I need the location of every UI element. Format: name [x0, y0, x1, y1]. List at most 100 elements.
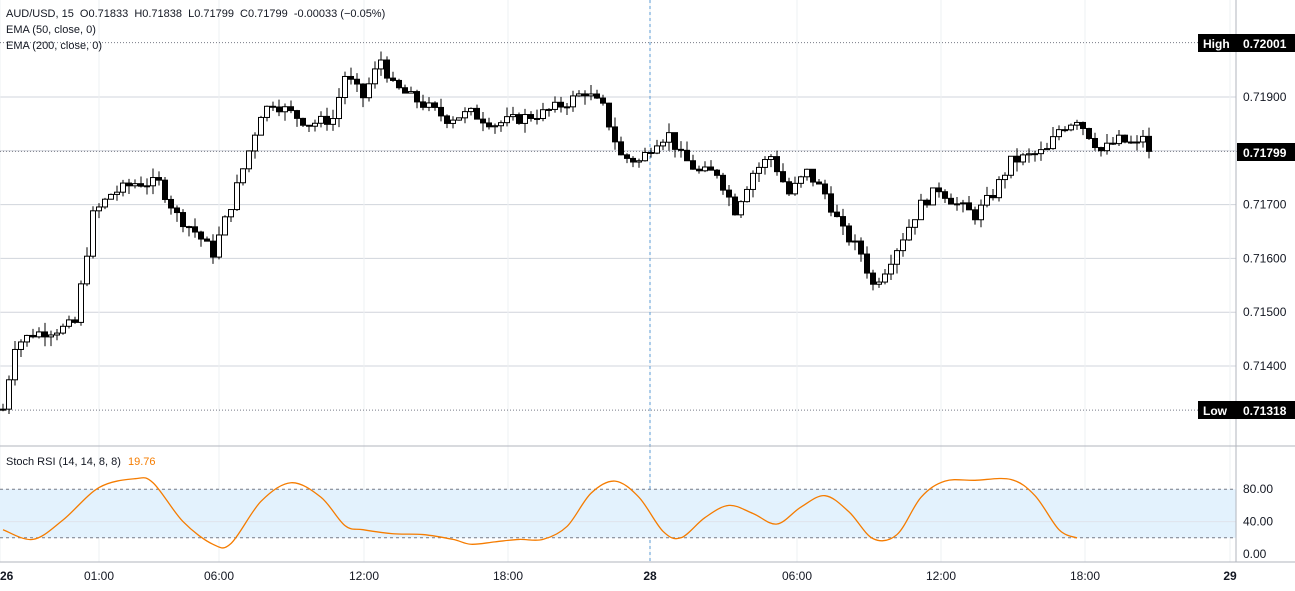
candle-down	[840, 216, 846, 227]
candle-down	[600, 97, 606, 104]
time-tick-label: 12:00	[349, 569, 379, 583]
candle-up	[492, 125, 498, 128]
candle-up	[132, 183, 138, 187]
candle-down	[324, 115, 330, 125]
candle-up	[378, 59, 384, 70]
change-value: -0.00033 (−0.05%)	[293, 8, 386, 20]
candle-up	[48, 334, 54, 338]
candle-up	[900, 239, 906, 252]
candle-down	[726, 189, 732, 198]
osc-tick-label: 40.00	[1243, 515, 1273, 529]
candle-down	[708, 166, 714, 171]
stoch-rsi-title: Stoch RSI (14, 14, 8, 8)	[6, 456, 121, 468]
candle-down	[138, 183, 144, 187]
candle-down	[618, 141, 624, 156]
candle-up	[84, 255, 90, 285]
price-tick-label: 0.71900	[1243, 90, 1287, 104]
candle-up	[234, 182, 240, 211]
candle-down	[990, 194, 996, 199]
candle-up	[330, 118, 336, 125]
candle-up	[792, 182, 798, 195]
candle-up	[120, 182, 126, 193]
candle-down	[870, 272, 876, 285]
candle-up	[102, 198, 108, 208]
candle-down	[414, 91, 420, 103]
candle-down	[834, 211, 840, 218]
candle-up	[240, 168, 246, 184]
candle-up	[258, 116, 264, 136]
ohlc-legend: AUD/USD, 15 O0.71833 H0.71838 L0.71799 C…	[6, 8, 385, 21]
candle-up	[654, 145, 660, 154]
stoch-rsi-line	[2, 477, 1078, 549]
candle-up	[756, 166, 762, 174]
candle-up	[1068, 124, 1074, 131]
candle-up	[1038, 149, 1044, 155]
candle-down	[630, 157, 636, 163]
candle-up	[18, 341, 24, 350]
candle-up	[1116, 134, 1122, 145]
candle-up	[408, 91, 414, 94]
candle-up	[366, 83, 372, 99]
time-tick-label: 12:00	[926, 569, 956, 583]
overbought-oversold-band	[0, 489, 1236, 538]
candle-down	[816, 181, 822, 185]
candle-up	[546, 108, 552, 111]
candle-up	[1020, 154, 1026, 163]
candle-down	[1146, 135, 1152, 152]
high-tag-value: 0.72001	[1243, 37, 1287, 51]
candle-up	[522, 114, 528, 124]
candle-up	[738, 201, 744, 216]
candle-down	[474, 107, 480, 120]
candle-up	[882, 273, 888, 283]
candle-down	[606, 102, 612, 128]
candle-down	[396, 79, 402, 89]
candle-down	[192, 226, 198, 233]
candle-up	[450, 119, 456, 124]
candle-up	[1044, 148, 1050, 151]
candle-up	[108, 193, 114, 200]
candle-down	[420, 101, 426, 108]
candle-down	[822, 183, 828, 195]
candle-down	[126, 182, 132, 187]
candle-up	[24, 334, 30, 343]
candle-up	[90, 210, 96, 257]
stoch-rsi-series	[2, 477, 1078, 549]
candle-up	[642, 151, 648, 162]
stoch-rsi-legend[interactable]: Stoch RSI (14, 14, 8, 8) 19.76	[6, 456, 156, 468]
candle-up	[246, 150, 252, 170]
candle-down	[1098, 147, 1104, 152]
candle-up	[78, 283, 84, 323]
candle-up	[498, 122, 504, 127]
candle-down	[774, 156, 780, 173]
price-tick-label: 0.71700	[1243, 198, 1287, 212]
stoch-rsi-value: 19.76	[128, 456, 156, 468]
candle-up	[12, 348, 18, 381]
candle-up	[960, 202, 966, 205]
candle-down	[156, 177, 162, 181]
candle-up	[1008, 155, 1014, 176]
high-value: H0.71838	[134, 8, 183, 20]
ema-50-legend[interactable]: EMA (50, close, 0)	[6, 24, 96, 37]
ema-200-legend[interactable]: EMA (200, close, 0)	[6, 40, 102, 53]
candle-down	[714, 169, 720, 176]
candle-up	[768, 156, 774, 161]
candle-up	[984, 194, 990, 206]
candle-down	[678, 148, 684, 151]
candle-down	[810, 168, 816, 183]
low-tag-label: Low	[1203, 404, 1228, 418]
time-tick-label: 18:00	[1070, 569, 1100, 583]
candle-up	[918, 199, 924, 221]
candle-down	[696, 168, 702, 172]
high-tag-bg	[1198, 34, 1295, 52]
candle-up	[744, 188, 750, 203]
candle-down	[846, 225, 852, 243]
candle-down	[270, 105, 276, 108]
candle-up	[1002, 174, 1008, 181]
candle-up	[1050, 136, 1056, 150]
low-value: L0.71799	[188, 8, 234, 20]
price-tick-label: 0.71500	[1243, 305, 1287, 319]
candle-up	[264, 105, 270, 118]
candle-up	[228, 209, 234, 218]
